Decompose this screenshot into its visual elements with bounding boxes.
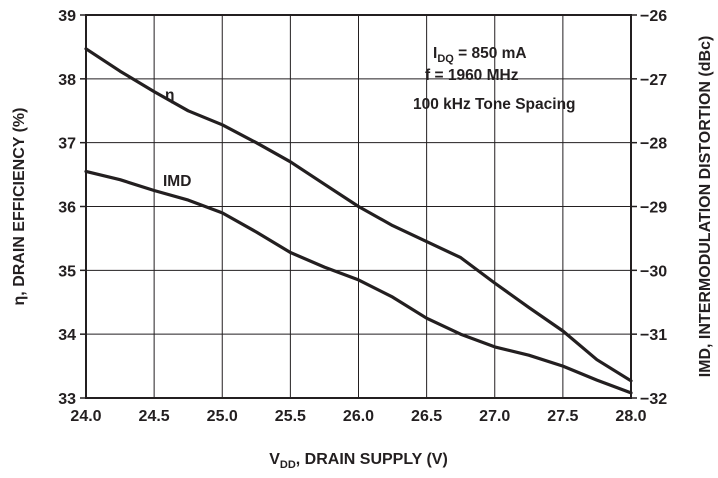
plot-frame — [85, 14, 632, 399]
right-y-tick-labels: −32 −31 −30 −29 −28 −27 −26 — [640, 8, 667, 408]
left-y-tick-label: 33 — [58, 391, 76, 408]
annotation-tone-spacing: 100 kHz Tone Spacing — [413, 96, 576, 113]
series-lines — [84, 47, 633, 395]
imd-line — [84, 169, 633, 395]
left-y-axis-label: η, DRAIN EFFICIENCY (%) — [11, 108, 28, 306]
x-tick-label: 27.5 — [547, 408, 578, 425]
efficiency-line — [84, 47, 633, 383]
right-y-tick-label: −31 — [640, 327, 667, 344]
x-tick-label: 27.0 — [479, 408, 510, 425]
left-y-tick-label: 36 — [58, 200, 76, 217]
x-tick-label: 24.5 — [139, 408, 170, 425]
x-tick-labels: 24.0 24.5 25.0 25.5 26.0 26.5 27.0 27.5 28.0 — [70, 408, 646, 425]
left-y-tick-label: 38 — [58, 72, 76, 89]
x-tick-label: 26.5 — [411, 408, 442, 425]
right-y-tick-label: −26 — [640, 8, 667, 25]
x-tick-label: 25.0 — [207, 408, 238, 425]
annotation-idq: IDQ = 850 mA — [433, 45, 527, 65]
series-label-efficiency: η — [165, 87, 174, 104]
left-y-tick-label: 35 — [58, 263, 76, 280]
x-tick-label: 25.5 — [275, 408, 306, 425]
x-tick-label: 24.0 — [70, 408, 101, 425]
x-tick-label: 26.0 — [343, 408, 374, 425]
series-label-imd: IMD — [163, 173, 191, 190]
annotation-frequency: f = 1960 MHz — [425, 67, 519, 84]
left-y-tick-label: 39 — [58, 8, 76, 25]
right-y-tick-label: −32 — [640, 391, 667, 408]
right-y-tick-label: −29 — [640, 200, 667, 217]
condition-annotations: IDQ = 850 mA f = 1960 MHz 100 kHz Tone S… — [413, 45, 576, 113]
right-y-tick-label: −30 — [640, 263, 667, 280]
left-y-tick-label: 34 — [58, 327, 76, 344]
right-y-tick-label: −27 — [640, 72, 667, 89]
right-y-axis-label: IMD, INTERMODULATION DISTORTION (dBc) — [697, 36, 714, 378]
left-y-tick-label: 37 — [58, 136, 76, 153]
x-tick-label: 28.0 — [615, 408, 646, 425]
x-axis-label: VDD, DRAIN SUPPLY (V) — [269, 451, 448, 471]
right-y-tick-label: −28 — [640, 136, 667, 153]
left-y-tick-labels: 33 34 35 36 37 38 39 — [58, 8, 76, 408]
